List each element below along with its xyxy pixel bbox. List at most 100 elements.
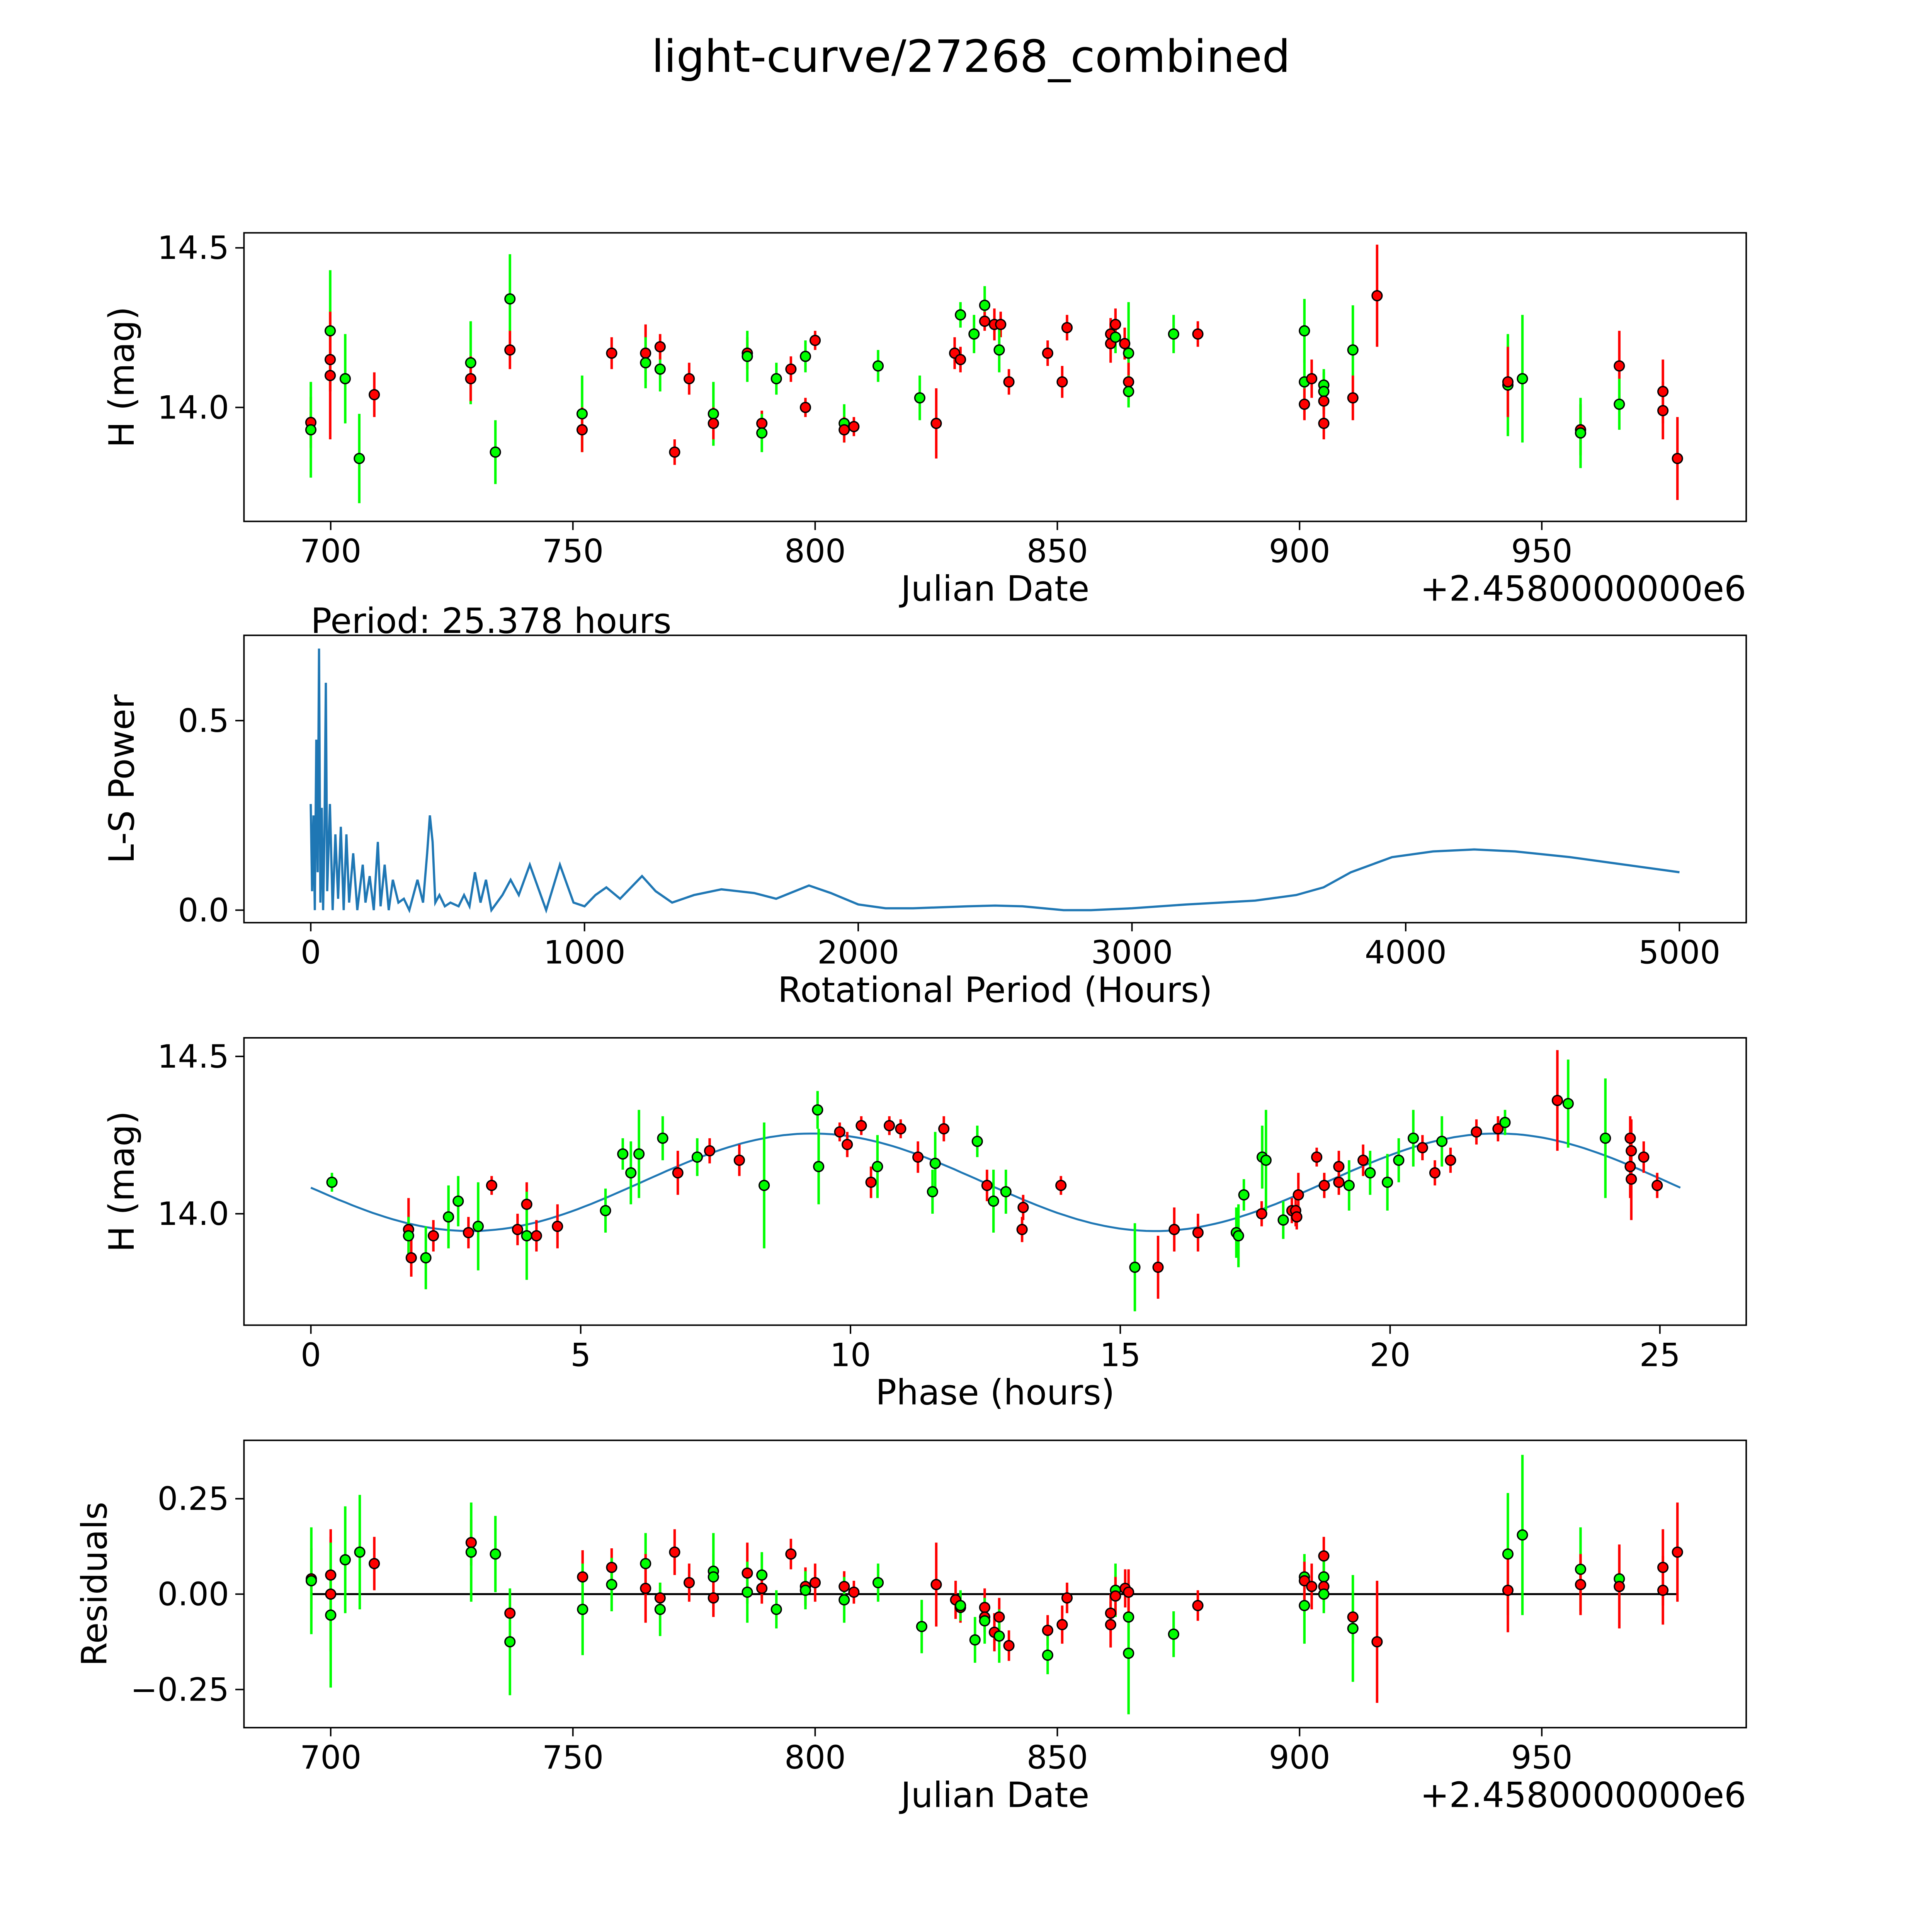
data-point: [1471, 1126, 1482, 1138]
x-tick-label: 900: [1269, 532, 1330, 570]
data-point: [577, 1571, 588, 1583]
x-offset-label: +2.4580000000e6: [1420, 1775, 1746, 1815]
axes-frame: [243, 634, 1747, 923]
data-point: [838, 1581, 850, 1592]
data-point: [531, 1230, 542, 1242]
data-point: [325, 1588, 337, 1600]
data-point: [1110, 1590, 1121, 1602]
data-point: [834, 1126, 845, 1138]
data-point: [1168, 328, 1179, 340]
x-tick-label: 700: [300, 1739, 361, 1776]
data-point: [1393, 1155, 1405, 1166]
data-point: [600, 1205, 611, 1216]
data-point: [1626, 1173, 1637, 1185]
data-point: [979, 315, 990, 327]
data-point: [1061, 322, 1073, 333]
data-point: [842, 1139, 853, 1150]
data-point: [606, 347, 617, 359]
data-point: [993, 1611, 1005, 1623]
x-tick-label: 5000: [1638, 934, 1720, 971]
data-point: [912, 1151, 924, 1163]
data-point: [971, 1136, 983, 1147]
data-point: [742, 1567, 753, 1579]
data-point: [463, 1227, 474, 1238]
data-point: [625, 1167, 637, 1179]
data-point: [1299, 325, 1310, 337]
data-point: [465, 1546, 477, 1558]
data-point: [1417, 1142, 1428, 1153]
data-point: [654, 1592, 666, 1604]
data-point: [490, 446, 501, 458]
data-point: [369, 1558, 380, 1570]
data-point: [872, 1161, 883, 1172]
data-point: [1429, 1167, 1441, 1179]
data-point: [504, 344, 516, 356]
data-point: [1371, 290, 1383, 301]
data-point: [1318, 1550, 1330, 1562]
data-point: [465, 1537, 477, 1548]
data-point: [654, 1604, 666, 1615]
data-point: [707, 1592, 719, 1604]
y-tick-label: 0.00: [157, 1575, 229, 1613]
y-tick-label: 14.0: [157, 1195, 229, 1233]
x-tick-label: 950: [1511, 1739, 1573, 1776]
data-point: [1123, 386, 1134, 397]
data-point: [955, 309, 966, 321]
x-tick-label: 4000: [1365, 934, 1447, 971]
data-point: [306, 1575, 317, 1587]
data-point: [1343, 1180, 1355, 1191]
data-point: [1233, 1230, 1244, 1242]
data-point: [326, 1177, 338, 1188]
data-point: [1318, 418, 1330, 429]
data-point: [1651, 1180, 1663, 1191]
data-point: [1119, 338, 1131, 349]
data-point: [770, 373, 782, 384]
data-point: [809, 1577, 821, 1588]
data-point: [1311, 1151, 1323, 1163]
data-point: [756, 418, 768, 429]
data-point: [552, 1221, 563, 1232]
y-tick-label: 0.25: [157, 1480, 229, 1517]
data-point: [770, 1604, 782, 1615]
data-point: [799, 401, 811, 413]
data-point: [325, 1609, 337, 1621]
y-tick-label: 14.5: [157, 1038, 229, 1075]
data-point: [490, 1548, 501, 1560]
data-point: [486, 1180, 497, 1191]
x-tick-label: 3000: [1091, 934, 1173, 971]
x-tick-label: 850: [1027, 1739, 1088, 1776]
data-point: [1318, 1588, 1330, 1600]
x-axis-label: Julian Date: [899, 569, 1089, 609]
x-tick-label: 10: [830, 1336, 871, 1374]
y-tick-label: 0.0: [178, 891, 229, 929]
data-point: [968, 328, 980, 340]
data-point: [1657, 405, 1669, 417]
data-point: [1192, 1227, 1204, 1238]
data-point: [1129, 1262, 1141, 1273]
data-point: [472, 1221, 484, 1232]
x-tick-label: 15: [1100, 1336, 1141, 1374]
data-point: [813, 1161, 825, 1172]
data-point: [1614, 360, 1625, 372]
data-point: [427, 1230, 439, 1242]
data-point: [1260, 1155, 1272, 1166]
data-point: [405, 1252, 417, 1264]
data-point: [930, 1579, 942, 1590]
data-point: [1061, 1592, 1073, 1604]
data-point: [848, 421, 860, 432]
data-point: [684, 1577, 695, 1588]
data-point: [606, 1561, 617, 1573]
data-point: [742, 1587, 753, 1598]
data-point: [809, 335, 821, 346]
data-point: [1277, 1214, 1289, 1226]
data-point: [640, 1558, 651, 1570]
axes-frame: [243, 1037, 1747, 1326]
data-point: [640, 357, 651, 369]
data-point: [1105, 1607, 1116, 1619]
data-point: [1381, 1177, 1393, 1188]
plot-area: [310, 648, 1680, 914]
data-point: [672, 1167, 684, 1179]
x-tick-label: 750: [542, 1739, 604, 1776]
data-point: [369, 389, 380, 400]
data-point: [1600, 1133, 1611, 1144]
